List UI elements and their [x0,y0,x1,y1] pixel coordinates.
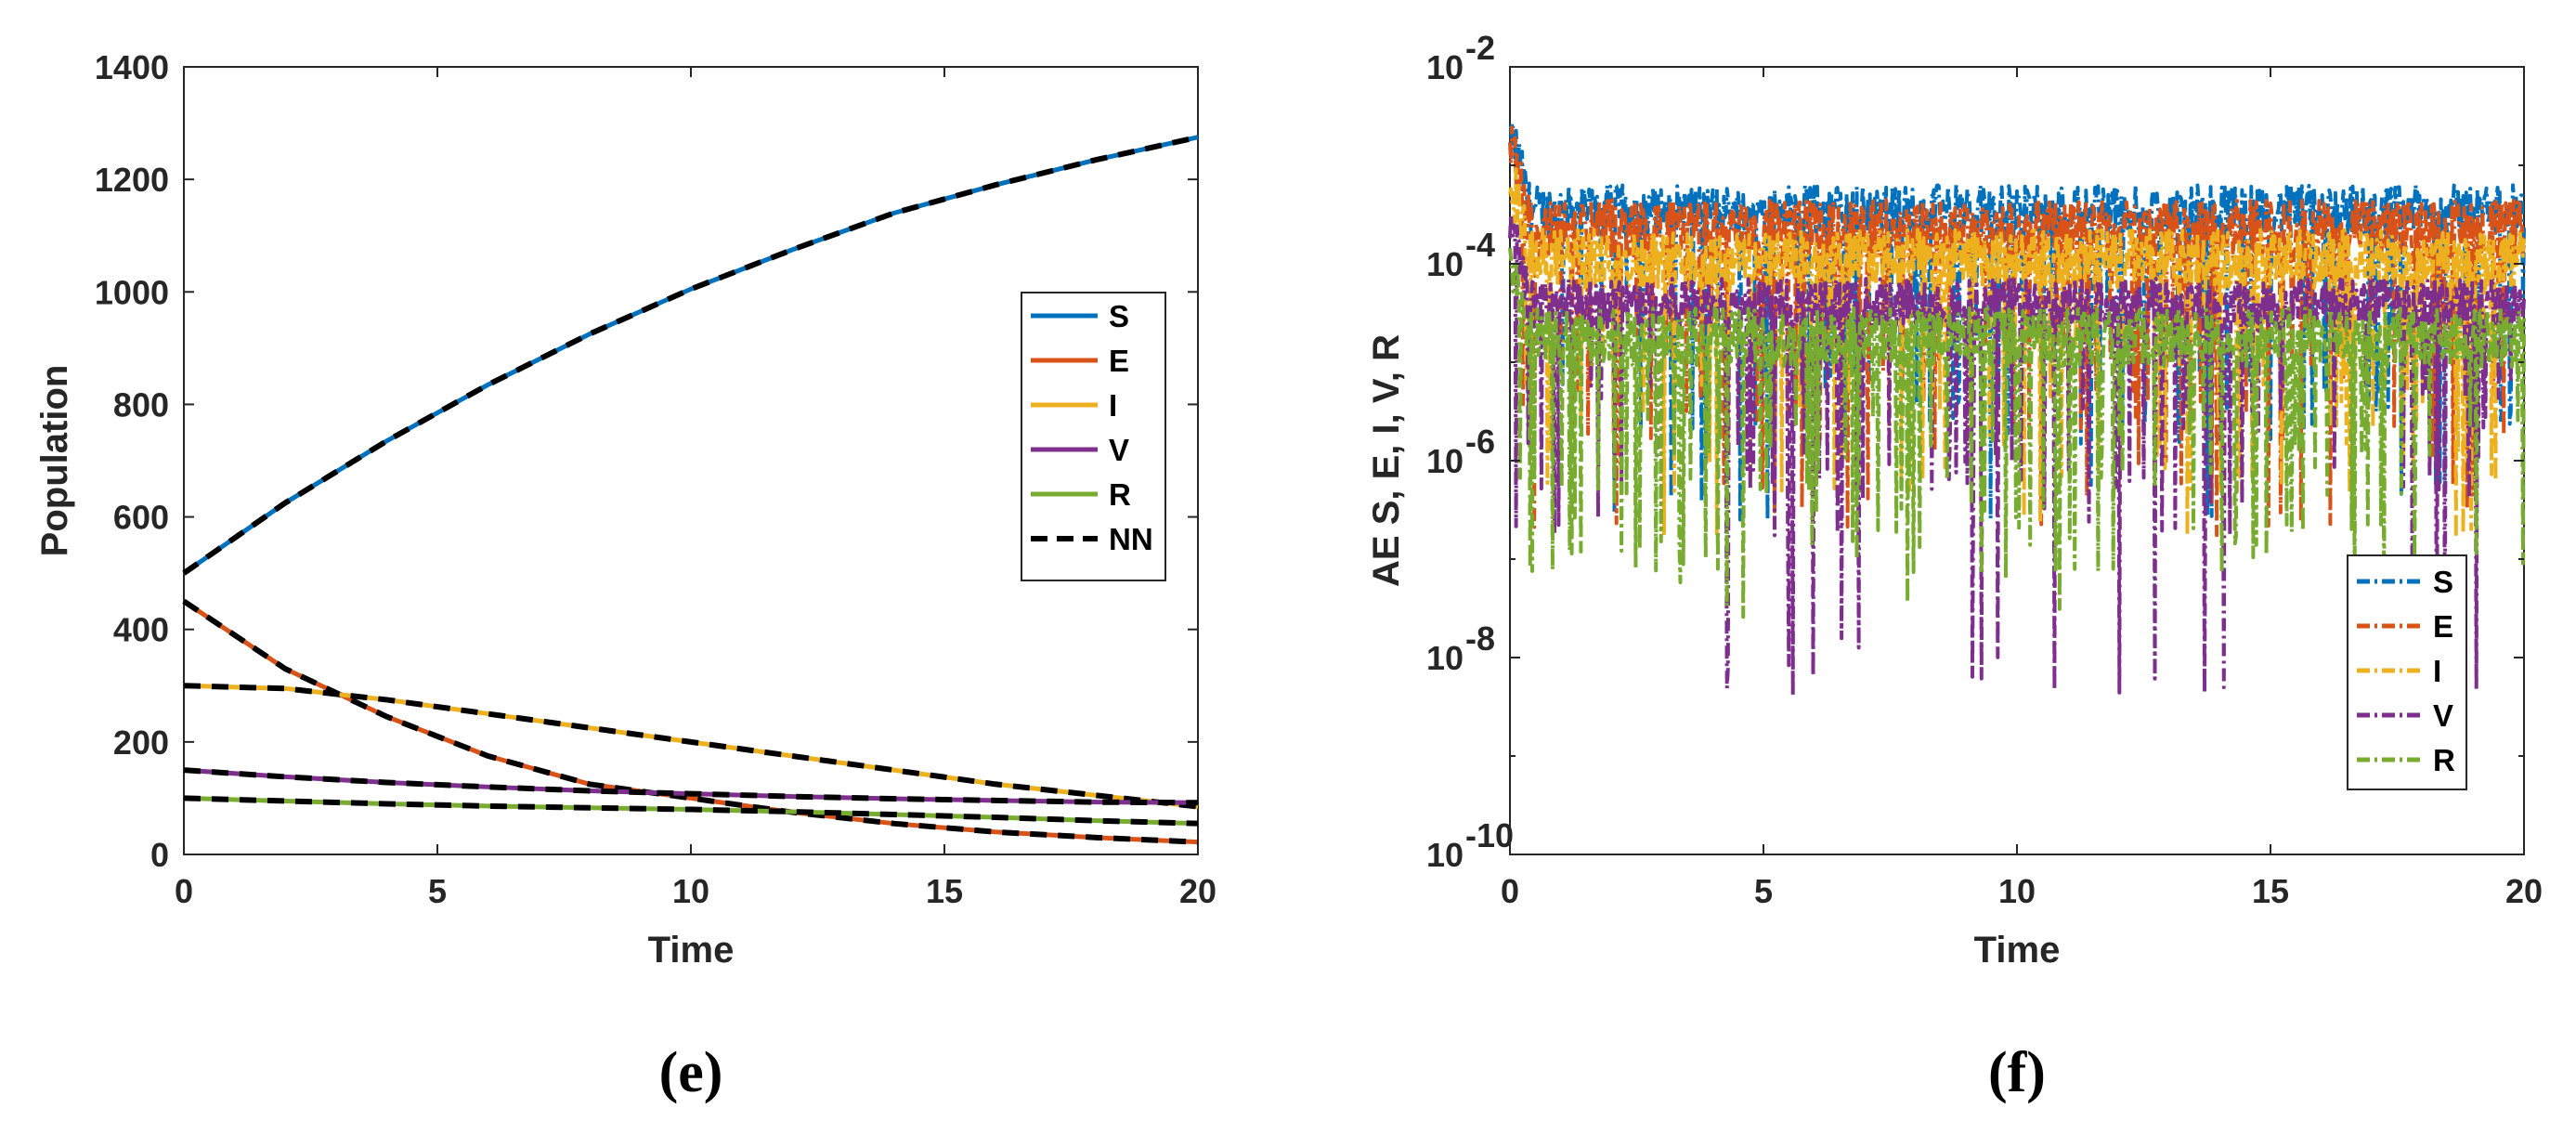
y-tick-exponent-f: -6 [1465,423,1495,461]
nn-line-i [183,683,1199,810]
series-line-f-e [1508,125,2526,538]
legend-label-r: R [1109,477,1131,512]
y-tick-label-e: 1400 [95,48,169,86]
x-tick-label-e: 0 [175,872,193,910]
caption-e: (e) [659,1041,723,1104]
series-line-f-v [1508,213,2526,697]
x-tick-label-e: 15 [926,872,963,910]
x-axis-label-f: Time [1974,930,2061,971]
y-axis-label-e: Population [34,365,75,557]
y-tick-label-f: 10 [1426,836,1464,874]
y-tick-label-e: 0 [150,836,169,874]
x-tick-label-f: 5 [1754,872,1773,910]
y-tick-label-e: 1000 [95,273,169,311]
x-tick-label-f: 10 [1998,872,2036,910]
caption-f: (f) [1988,1041,2046,1104]
legend-label-f-e: E [2433,609,2453,644]
series-line-f-r [1508,247,2526,619]
x-tick-label-f: 20 [2505,872,2543,910]
x-tick-label-e: 5 [428,872,447,910]
y-axis-label-f: AE S, E, I, V, R [1366,334,1407,587]
y-tick-label-e: 800 [113,385,169,424]
y-tick-label-f: 10 [1426,245,1464,283]
nn-line-s [182,134,1199,576]
legend-label-nn: NN [1109,522,1153,556]
nn-line-e [182,598,1199,845]
y-tick-label-e: 400 [113,611,169,649]
y-tick-label-e: 200 [113,723,169,762]
series-line-f-i [1508,167,2526,541]
series-group-e [182,134,1199,845]
legend-label-v: V [1109,433,1129,467]
x-tick-label-f: 0 [1501,872,1519,910]
legend-label-s: S [1109,299,1129,333]
x-tick-label-e: 20 [1179,872,1216,910]
y-tick-exponent-f: -4 [1465,226,1495,264]
legend-box-e [1021,292,1166,581]
x-tick-label-e: 10 [672,872,709,910]
nn-line-v [183,767,1199,806]
legend-label-e: E [1109,344,1129,378]
x-tick-label-f: 15 [2252,872,2289,910]
legend-label-f-s: S [2433,565,2453,599]
y-tick-exponent-f: -10 [1465,816,1514,854]
y-tick-label-f: 10 [1426,442,1464,480]
series-line-f-s [1509,124,2526,522]
series-group-f [1508,124,2526,697]
y-tick-exponent-f: -8 [1465,619,1495,658]
y-tick-label-f: 10 [1426,48,1464,86]
x-axis-label-e: Time [648,930,735,971]
y-tick-label-e: 600 [113,499,169,537]
legend-label-f-v: V [2433,698,2453,733]
y-tick-exponent-f: -2 [1465,29,1495,67]
legend-label-f-r: R [2433,743,2455,777]
y-tick-label-e: 1200 [95,161,169,199]
y-tick-label-f: 10 [1426,639,1464,677]
nn-line-r [183,795,1199,827]
legend-label-i: I [1109,388,1117,423]
legend-label-f-i: I [2433,654,2441,688]
